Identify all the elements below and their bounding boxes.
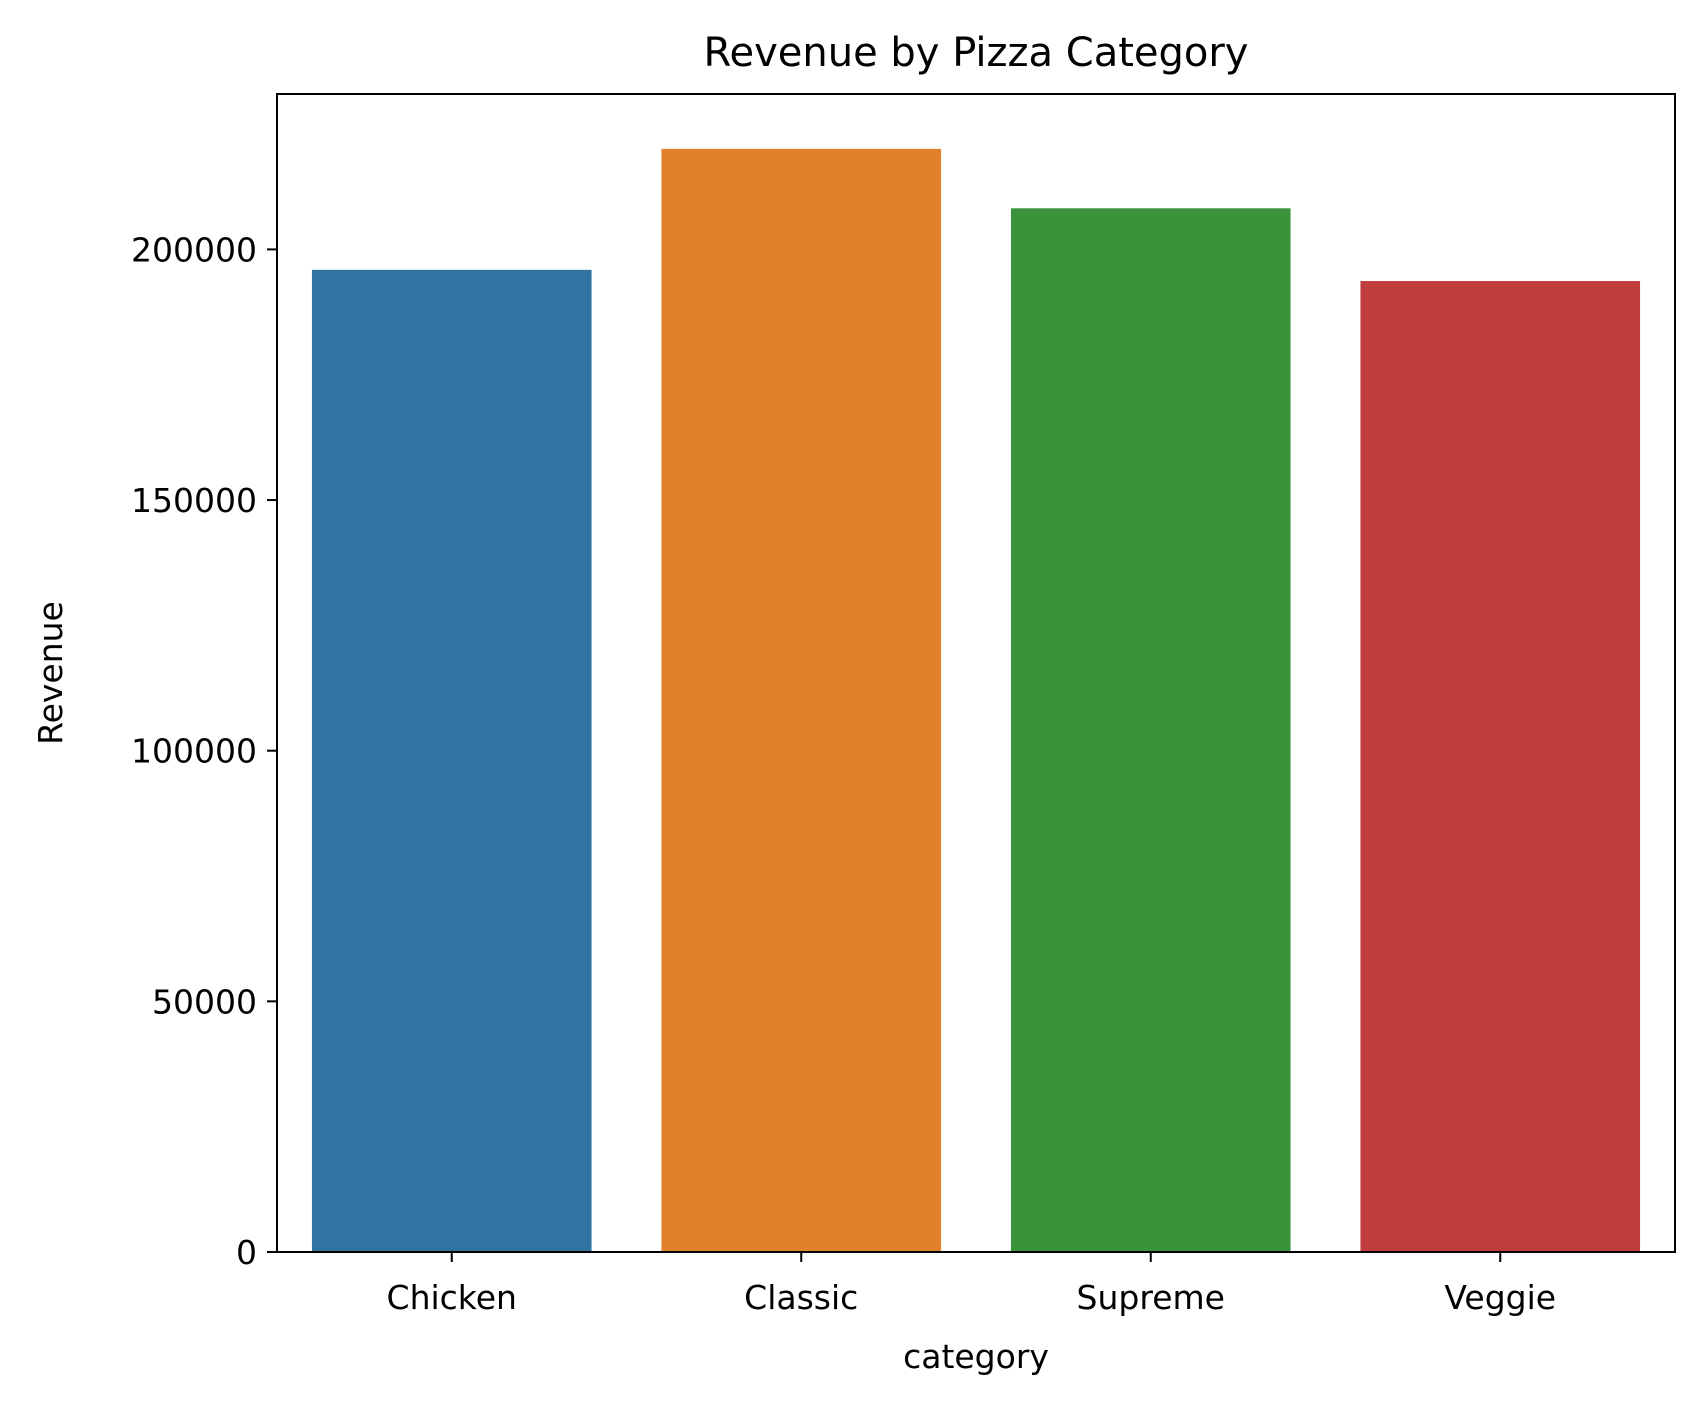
bar-veggie [1360, 281, 1641, 1252]
y-axis: 0 50000 100000 150000 200000 [131, 230, 277, 1272]
bar-chicken [311, 269, 592, 1252]
y-tick-label: 200000 [131, 230, 257, 269]
bar-supreme [1010, 208, 1291, 1252]
y-tick-label: 150000 [131, 481, 257, 520]
x-axis: Chicken Classic Supreme Veggie [387, 1252, 1556, 1317]
y-axis-label: Revenue [31, 601, 70, 745]
x-tick-label: Supreme [1077, 1278, 1225, 1317]
bars-layer [311, 148, 1641, 1252]
x-tick-label: Veggie [1444, 1278, 1556, 1317]
chart-title: Revenue by Pizza Category [704, 30, 1249, 76]
x-axis-label: category [903, 1337, 1049, 1376]
x-tick-label: Classic [744, 1278, 858, 1317]
plot-frame [276, 93, 1676, 1253]
y-tick-label: 0 [236, 1233, 257, 1272]
bar-classic [661, 148, 942, 1252]
x-tick-label: Chicken [387, 1278, 517, 1317]
y-tick-label: 50000 [152, 982, 257, 1021]
y-tick-label: 100000 [131, 732, 257, 771]
